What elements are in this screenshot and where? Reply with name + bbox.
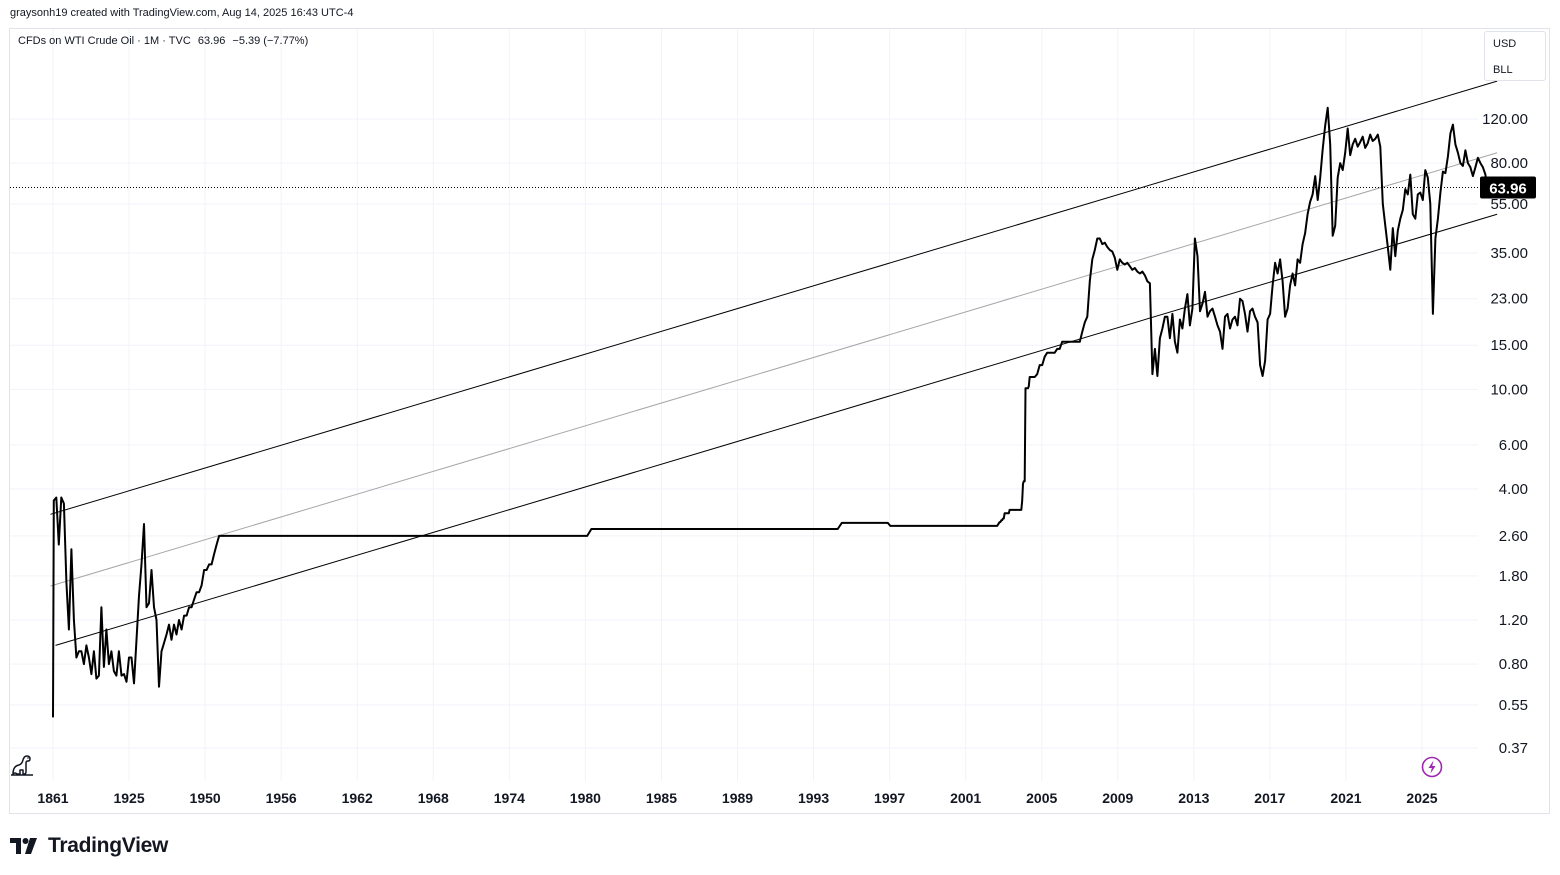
x-tick-label: 1985 bbox=[646, 790, 677, 806]
x-tick-label: 1956 bbox=[266, 790, 297, 806]
last-price-tag-label: 63.96 bbox=[1489, 180, 1527, 197]
x-tick-label: 1989 bbox=[722, 790, 753, 806]
last-price-tag bbox=[1480, 176, 1536, 199]
x-tick-label: 2017 bbox=[1254, 790, 1285, 806]
x-tick-label: 1980 bbox=[570, 790, 601, 806]
y-tick-label: 0.37 bbox=[1499, 740, 1528, 757]
channel-upper-line bbox=[50, 80, 1498, 515]
chart-caption: graysonh19 created with TradingView.com,… bbox=[10, 7, 354, 19]
channel-midline bbox=[50, 152, 1498, 587]
y-tick-label: 10.00 bbox=[1490, 381, 1528, 398]
x-tick-label: 2021 bbox=[1330, 790, 1361, 806]
y-tick-label: 4.00 bbox=[1499, 481, 1528, 498]
last-value: 63.96 bbox=[197, 35, 226, 47]
unit-label[interactable]: BLL bbox=[1493, 64, 1513, 76]
x-tick-label: 2025 bbox=[1406, 790, 1437, 806]
y-tick-label: 55.00 bbox=[1490, 196, 1528, 213]
x-tick-label: 2009 bbox=[1102, 790, 1133, 806]
x-tick-label: 1974 bbox=[494, 790, 525, 806]
y-tick-label: 0.80 bbox=[1499, 656, 1528, 673]
y-tick-label: 1.20 bbox=[1499, 612, 1528, 629]
y-tick-label: 120.00 bbox=[1482, 111, 1528, 128]
y-tick-label: 1.80 bbox=[1499, 568, 1528, 585]
y-tick-label: 35.00 bbox=[1490, 245, 1528, 262]
x-tick-label: 1968 bbox=[418, 790, 449, 806]
lightning-icon[interactable] bbox=[1421, 756, 1443, 778]
x-tick-label: 2013 bbox=[1178, 790, 1209, 806]
x-tick-label: 2005 bbox=[1026, 790, 1057, 806]
dino-icon[interactable] bbox=[9, 752, 35, 778]
y-tick-label: 15.00 bbox=[1490, 337, 1528, 354]
y-tick-label: 0.55 bbox=[1499, 697, 1528, 714]
price-series-line bbox=[52, 106, 1494, 718]
y-tick-label: 2.60 bbox=[1499, 528, 1528, 545]
tradingview-watermark[interactable]: TradingView bbox=[10, 834, 168, 858]
y-tick-label: 80.00 bbox=[1490, 155, 1528, 172]
x-tick-label: 1861 bbox=[37, 790, 68, 806]
x-tick-label: 1997 bbox=[874, 790, 905, 806]
x-tick-label: 1925 bbox=[113, 790, 144, 806]
x-tick-label: 2001 bbox=[950, 790, 981, 806]
channel-lower-line bbox=[55, 213, 1498, 646]
chart-frame bbox=[9, 28, 1550, 814]
brand-name: TradingView bbox=[48, 834, 169, 857]
x-tick-label: 1993 bbox=[798, 790, 829, 806]
scale-box[interactable]: USD BLL bbox=[1484, 31, 1546, 81]
x-tick-label: 1950 bbox=[190, 790, 221, 806]
currency-label[interactable]: USD bbox=[1493, 38, 1517, 50]
tradingview-logo-icon bbox=[10, 838, 37, 854]
symbol-legend: CFDs on WTI Crude Oil · 1M · TVC 63.96 −… bbox=[18, 35, 312, 47]
change-value: −5.39 (−7.77%) bbox=[232, 35, 309, 47]
y-tick-label: 6.00 bbox=[1499, 437, 1528, 454]
x-tick-label: 1962 bbox=[342, 790, 373, 806]
symbol-label[interactable]: CFDs on WTI Crude Oil · 1M · TVC bbox=[18, 35, 191, 47]
y-tick-label: 23.00 bbox=[1490, 291, 1528, 308]
